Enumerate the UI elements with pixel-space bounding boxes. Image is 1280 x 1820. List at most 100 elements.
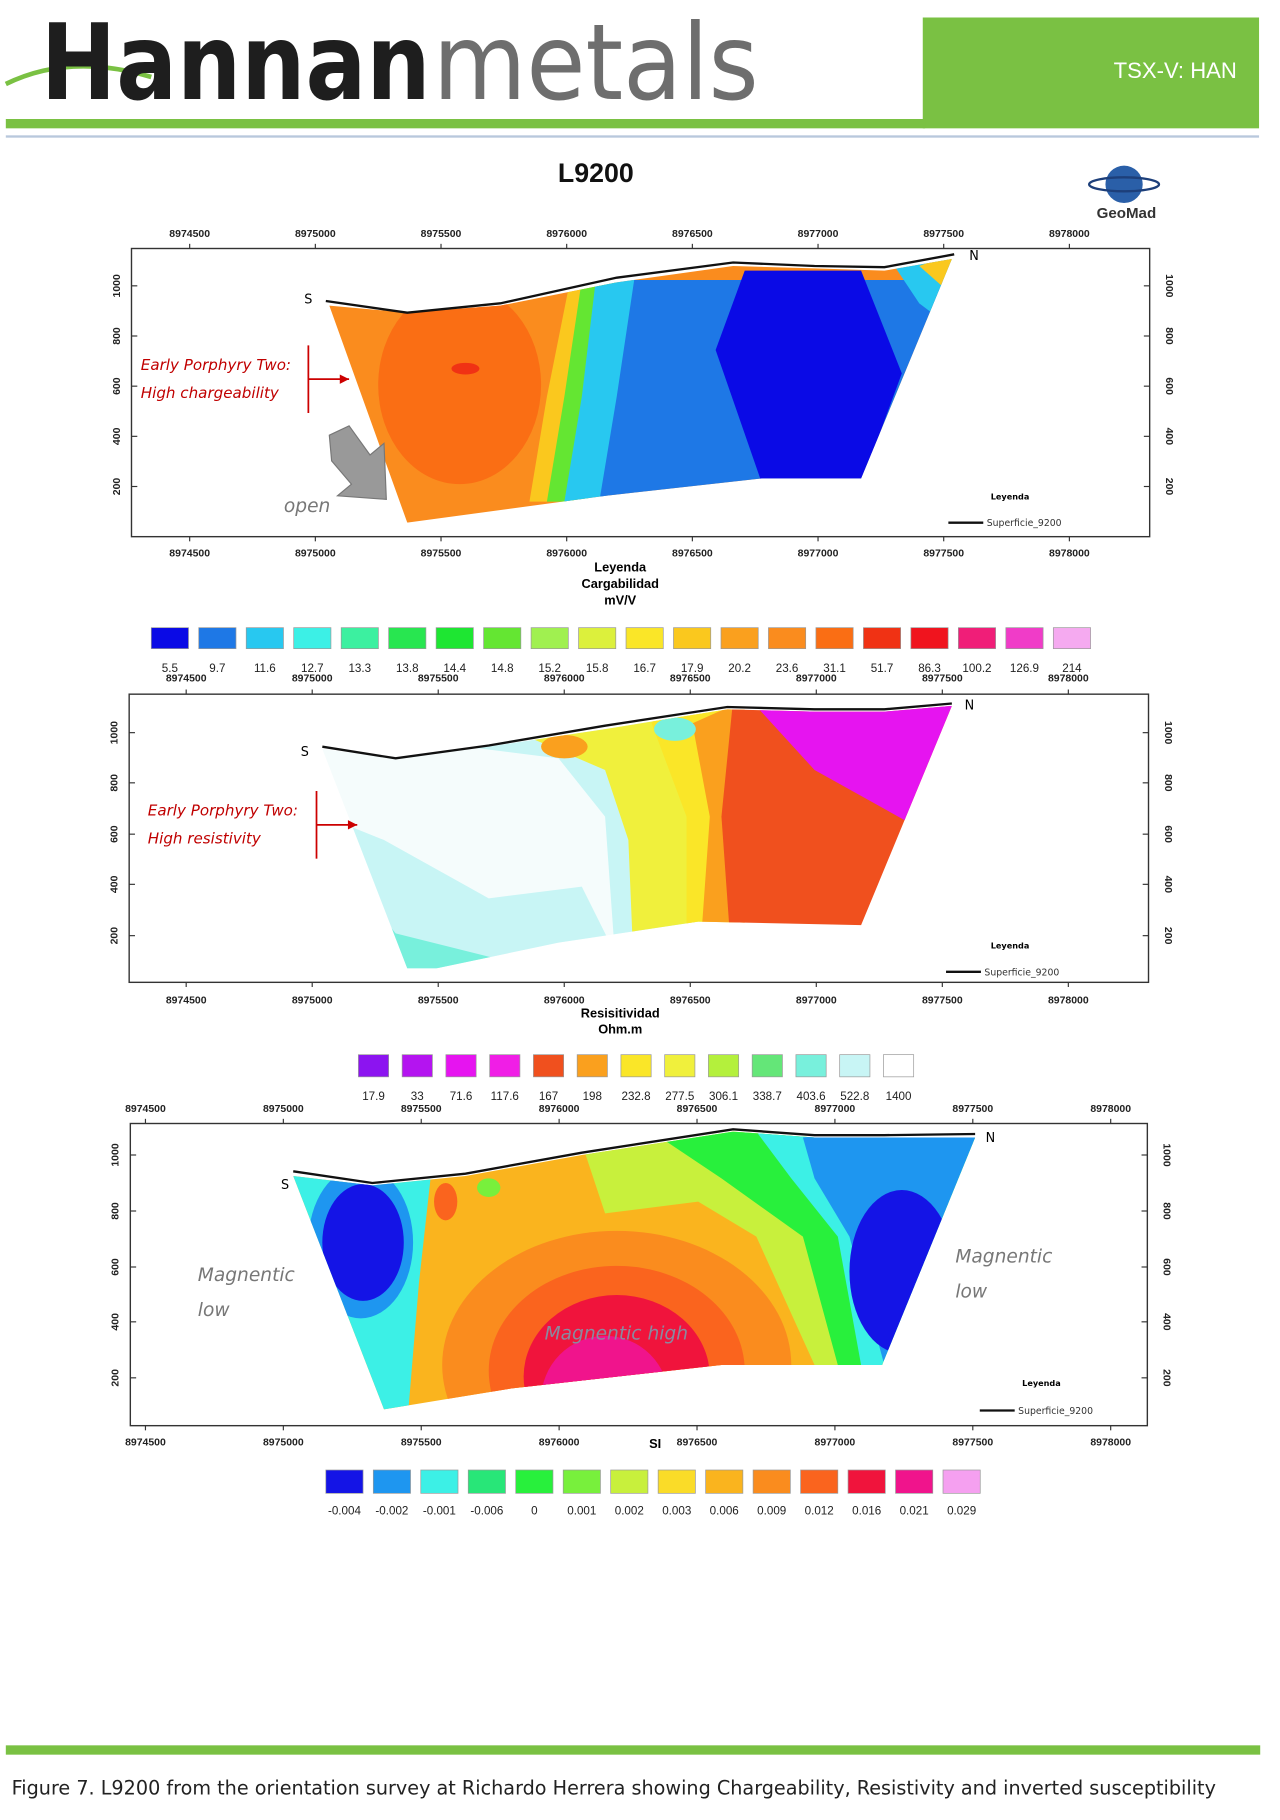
header-bar — [5, 119, 926, 129]
scale-label: 11.6 — [254, 662, 276, 675]
y-tick-label: 400 — [111, 1313, 122, 1331]
south-label: S — [304, 292, 312, 307]
bottom-tick-label: 8976500 — [670, 995, 711, 1006]
y-tick-label: 600 — [1161, 1258, 1172, 1276]
scale-label: 277.5 — [665, 1090, 694, 1103]
credit-logo-ring — [1088, 176, 1161, 193]
scale-label: 14.4 — [443, 662, 466, 675]
scale-label: 232.8 — [621, 1090, 650, 1103]
scale-label: 0.002 — [615, 1504, 644, 1517]
y-tick-label: 800 — [1161, 1202, 1172, 1220]
scale-label: 15.2 — [538, 662, 561, 675]
bottom-tick-label: 8975500 — [421, 548, 462, 559]
y-tick-label: 400 — [1163, 428, 1174, 446]
scale-label: 0.006 — [710, 1504, 739, 1517]
bottom-tick-label: 8977000 — [798, 548, 839, 559]
y-tick-label: 1000 — [1161, 1143, 1172, 1166]
scale-swatch — [198, 627, 237, 650]
scale-swatch — [863, 627, 902, 650]
scale-label: 0.029 — [947, 1504, 976, 1517]
scale-swatch — [467, 1469, 506, 1494]
surface-line — [325, 253, 955, 314]
scale-swatch — [325, 1469, 364, 1494]
scale-swatch — [610, 1469, 649, 1494]
scale-swatch — [293, 627, 332, 650]
top-tick-label: 8974500 — [166, 673, 207, 684]
bottom-tick-label: 8977500 — [952, 1437, 993, 1448]
top-tick-label: 8976000 — [546, 229, 587, 240]
y-tick-label: 1000 — [1163, 274, 1174, 297]
logo-primary: Hannan — [41, 2, 431, 124]
y-tick-label: 200 — [111, 1369, 122, 1387]
top-tick-label: 8976000 — [544, 673, 585, 684]
top-tick-label: 8975000 — [295, 229, 336, 240]
bottom-tick-label: 8976500 — [672, 548, 713, 559]
scale-swatch — [895, 1469, 934, 1494]
scale-swatch — [708, 1054, 740, 1078]
surface-line — [322, 702, 952, 760]
annotation: High chargeability — [141, 384, 280, 402]
scale-label: 51.7 — [871, 662, 894, 675]
scale-swatch — [752, 1469, 791, 1494]
scale-swatch — [483, 627, 522, 650]
y-tick-label: 1000 — [111, 1143, 122, 1166]
credit-logo — [1105, 165, 1143, 203]
scale-swatch — [1052, 627, 1091, 650]
scale-swatch — [657, 1469, 696, 1494]
scale-label: 23.6 — [776, 662, 799, 675]
scale-swatch — [847, 1469, 886, 1494]
scale-swatch — [530, 627, 569, 650]
scale-label: 12.7 — [301, 662, 324, 675]
scale-swatch — [883, 1054, 915, 1078]
y-tick-label: 400 — [112, 427, 123, 445]
scale-swatch — [150, 627, 189, 650]
section-resistivity — [322, 705, 952, 969]
bottom-tick-label: 8976000 — [544, 995, 585, 1006]
scale-title: Resisitividad — [581, 1005, 660, 1020]
annotation: Magnentic — [955, 1246, 1052, 1267]
annotation: Early Porphyry Two: — [148, 801, 298, 819]
figure-title: L9200 — [558, 158, 634, 188]
bottom-tick-label: 8978000 — [1049, 548, 1090, 559]
scale-label: 167 — [539, 1090, 558, 1103]
scale-label: 71.6 — [450, 1090, 473, 1103]
section-frame — [128, 693, 1150, 984]
bottom-tick-label: 8976000 — [539, 1437, 580, 1448]
top-tick-label: 8978000 — [1048, 673, 1089, 684]
scale-label: 20.2 — [728, 662, 751, 675]
scale-swatch — [720, 627, 759, 650]
bottom-tick-label: 8975000 — [263, 1437, 304, 1448]
scale-label: 117.6 — [491, 1090, 519, 1103]
scale-swatch — [705, 1469, 744, 1494]
bottom-tick-label: 8975500 — [401, 1437, 442, 1448]
y-tick-label: 600 — [1163, 377, 1174, 395]
legend-item: Superficie_9200 — [987, 518, 1062, 529]
ticker-box — [922, 17, 1260, 129]
bottom-tick-label: 8974500 — [125, 1437, 166, 1448]
scale-swatch — [358, 1054, 390, 1078]
scale-label: 86.3 — [918, 662, 941, 675]
scale-label: 1400 — [886, 1090, 912, 1103]
scale-label: 15.8 — [586, 662, 609, 675]
y-tick-label: 800 — [111, 1202, 122, 1220]
y-tick-label: 400 — [1162, 876, 1173, 894]
scale-swatch — [340, 627, 379, 650]
scale-swatch — [245, 627, 284, 650]
y-tick-label: 400 — [1161, 1313, 1172, 1331]
scale-swatch — [578, 627, 617, 650]
annotation: Magnentic — [198, 1265, 295, 1286]
scale-swatch — [839, 1054, 871, 1078]
scale-title: mV/V — [604, 592, 636, 607]
top-tick-label: 8974500 — [169, 229, 210, 240]
top-tick-label: 8975000 — [292, 673, 333, 684]
top-tick-label: 8976500 — [677, 1104, 718, 1115]
scale-label: 403.6 — [797, 1090, 826, 1103]
scale-swatch — [664, 1054, 696, 1078]
surface-line — [293, 1128, 976, 1185]
scale-title: Ohm.m — [598, 1022, 642, 1037]
scale-title: SI — [649, 1436, 661, 1451]
y-tick-label: 1000 — [112, 274, 123, 297]
scale-label: 5.5 — [162, 662, 178, 675]
y-tick-label: 200 — [1161, 1369, 1172, 1387]
bottom-tick-label: 8976000 — [546, 548, 587, 559]
